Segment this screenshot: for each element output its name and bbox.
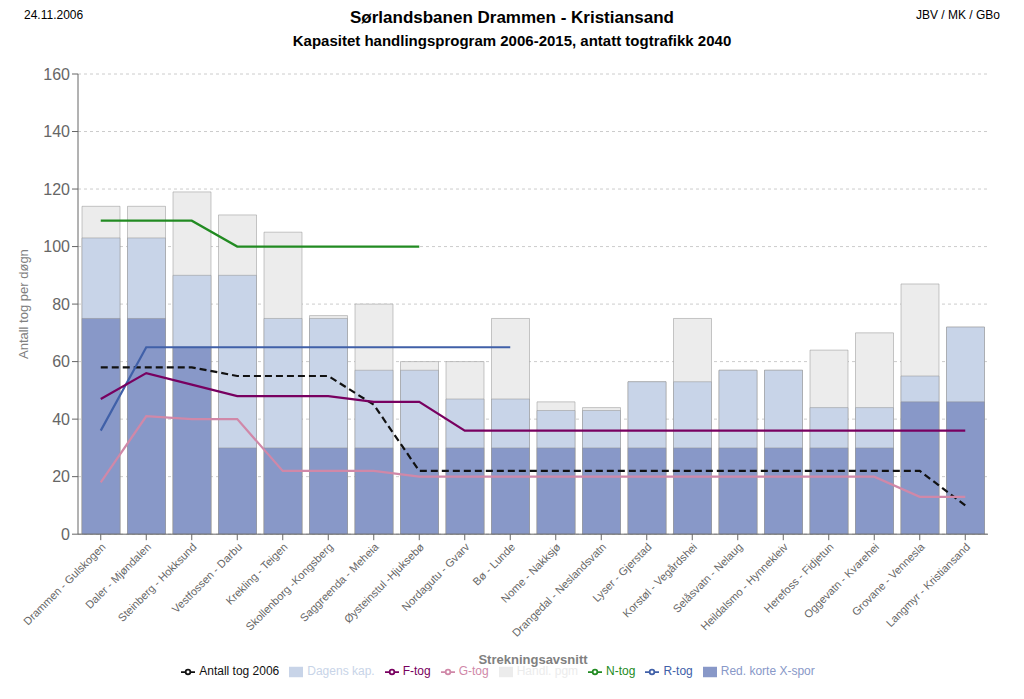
- svg-text:Steinberg - Hokksund: Steinberg - Hokksund: [115, 541, 198, 624]
- html-text:Sørlandsbanen Drammen - Kristi: Sørlandsbanen Drammen - Kristiansand: [350, 8, 674, 27]
- svg-text:Oggevatn - Kvarehei: Oggevatn - Kvarehei: [801, 541, 881, 621]
- svg-text:20: 20: [52, 468, 70, 485]
- svg-text:Skollenborg -Kongsberg: Skollenborg -Kongsberg: [243, 541, 335, 633]
- html-text:Red. korte X-spor: Red. korte X-spor: [720, 664, 815, 679]
- svg-text:140: 140: [43, 123, 70, 140]
- svg-text:0: 0: [61, 526, 70, 543]
- html-text:G-tog: G-tog: [458, 664, 489, 679]
- html-text:Handl. pgm: Handl. pgm: [516, 664, 579, 679]
- html-text:Dagens kap.: Dagens kap.: [307, 664, 375, 679]
- svg-text:Nordagutu - Gvarv: Nordagutu - Gvarv: [399, 540, 472, 613]
- svg-text:40: 40: [52, 411, 70, 428]
- html-text:JBV / MK / GBo: JBV / MK / GBo: [916, 8, 1000, 22]
- svg-text:60: 60: [52, 353, 70, 370]
- svg-text:Drammen - Gulskogen: Drammen - Gulskogen: [21, 541, 108, 628]
- html-text:R-tog: R-tog: [663, 664, 693, 679]
- svg-text:100: 100: [43, 238, 70, 255]
- svg-text:Herefoss - Fidjetun: Herefoss - Fidjetun: [761, 540, 836, 615]
- svg-text:120: 120: [43, 181, 70, 198]
- svg-text:Drangedal - Neslandsvatn: Drangedal - Neslandsvatn: [510, 541, 608, 639]
- html-text:24.11.2006: 24.11.2006: [24, 8, 84, 22]
- svg-text:Øysteinstul -Hjuksebø: Øysteinstul -Hjuksebø: [342, 540, 427, 625]
- svg-text:Nome - Nakksjø: Nome - Nakksjø: [498, 540, 563, 605]
- svg-text:160: 160: [43, 66, 70, 83]
- svg-text:Bø - Lunde: Bø - Lunde: [470, 541, 517, 588]
- svg-text:Heildalsmo - Hynnekleiv: Heildalsmo - Hynnekleiv: [698, 540, 790, 632]
- svg-text:Strekningsavsnitt: Strekningsavsnitt: [478, 652, 588, 667]
- svg-text:Krekling - Teigen: Krekling - Teigen: [223, 540, 290, 607]
- svg-text:Daler - Mjøndalen: Daler - Mjøndalen: [82, 540, 154, 611]
- html-text:Kapasitet handlingsprogram 200: Kapasitet handlingsprogram 2006-2015, an…: [292, 32, 732, 49]
- svg-text:Langmyr - Kristiansand: Langmyr - Kristiansand: [884, 541, 972, 629]
- svg-text:Selåsvatn - Nelaug: Selåsvatn - Nelaug: [670, 540, 745, 615]
- html-text:N-tog: N-tog: [606, 664, 636, 679]
- svg-text:Korstøl - Vegårdshei: Korstøl - Vegårdshei: [620, 541, 699, 620]
- html-text:F-tog: F-tog: [402, 664, 431, 679]
- svg-text:Lyser - Gjerstad: Lyser - Gjerstad: [590, 540, 654, 605]
- svg-text:Vestfossen - Darbu: Vestfossen - Darbu: [169, 540, 245, 616]
- html-text:Antall tog 2006: Antall tog 2006: [199, 664, 280, 679]
- svg-text:80: 80: [52, 296, 70, 313]
- svg-text:Grovane - Vennesla: Grovane - Vennesla: [849, 540, 927, 618]
- svg-text:Saggreenda - Meheia: Saggreenda - Meheia: [297, 540, 381, 624]
- svg-text:Antall tog per døgn: Antall tog per døgn: [16, 249, 31, 359]
